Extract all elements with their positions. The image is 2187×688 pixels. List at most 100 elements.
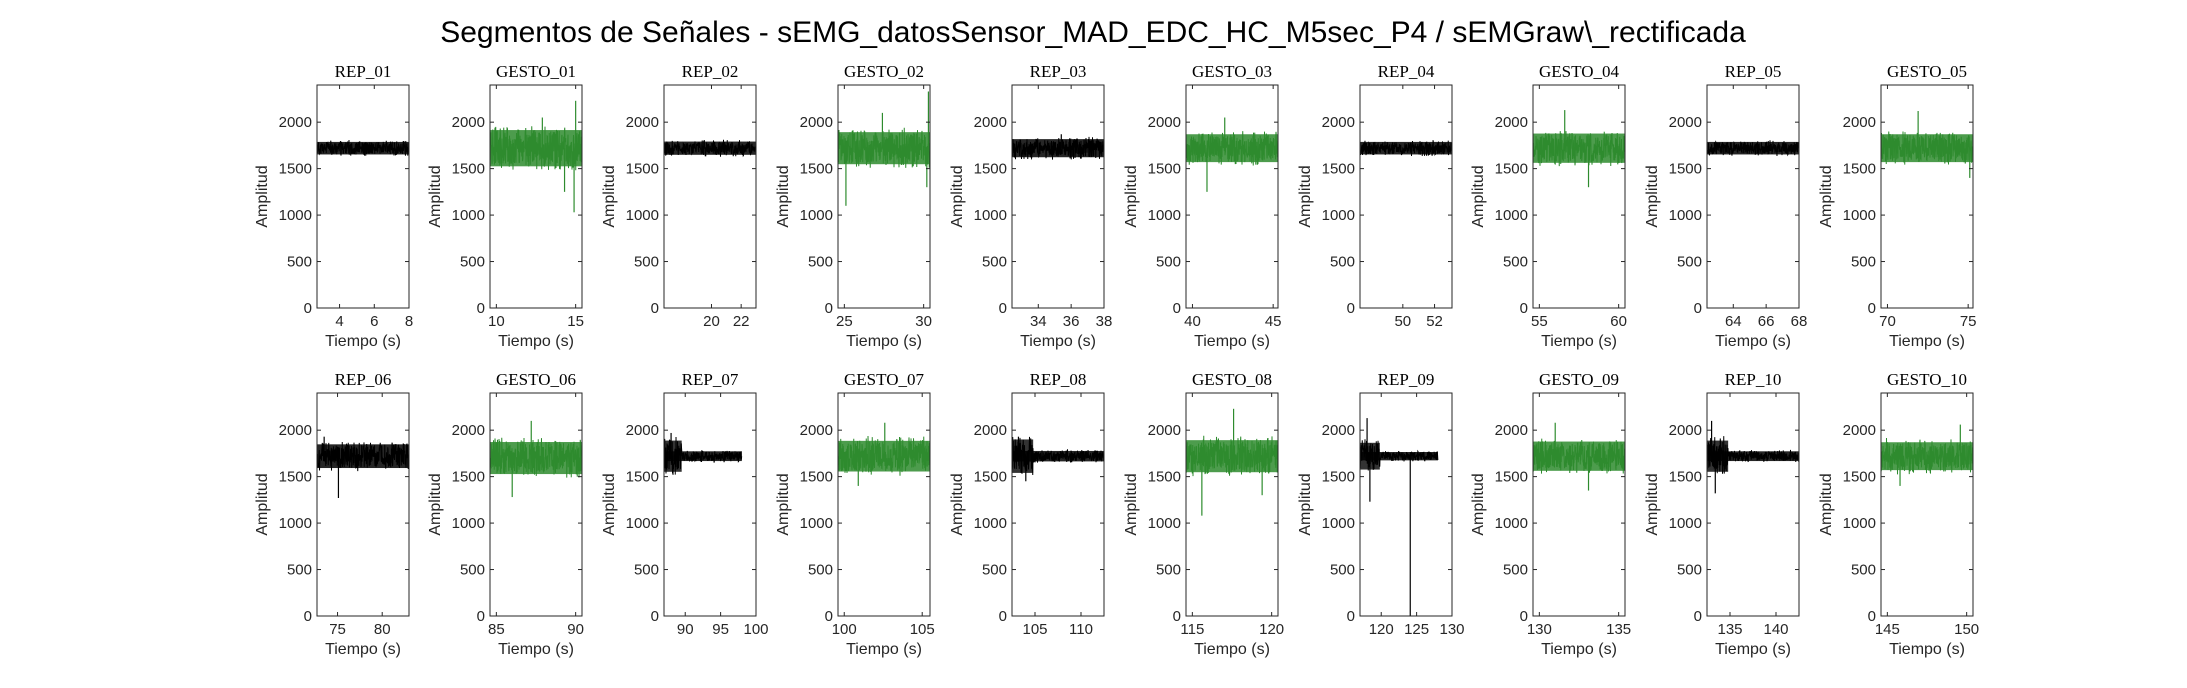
y-tick-label: 2000 — [452, 422, 485, 439]
y-tick-label: 500 — [287, 254, 312, 271]
subplot-title: REP_10 — [1725, 370, 1782, 389]
y-tick-label: 500 — [1851, 562, 1876, 579]
y-tick-label: 1500 — [974, 469, 1007, 486]
axes-box — [1359, 392, 1453, 617]
y-tick-label: 2000 — [1495, 114, 1528, 131]
subplot-rep-10: 0 500 1000 1500 2000 135 140 REP_10 Tiempo (s) Am… — [1644, 370, 1800, 658]
subplot-gesto-03: 0 500 1000 1500 2000 40 45 GESTO_03 Tiempo (s) Am… — [1123, 62, 1282, 350]
y-tick-label: 500 — [1503, 562, 1528, 579]
y-tick-label: 0 — [825, 300, 833, 317]
x-tick-label: 90 — [567, 621, 584, 638]
y-axis-label: Amplitud — [1644, 165, 1661, 227]
signal-band — [317, 141, 409, 155]
y-axis-label: Amplitud — [601, 165, 618, 227]
x-tick-label: 150 — [1954, 621, 1979, 638]
signal-band — [1533, 441, 1625, 471]
y-tick-label: 0 — [1347, 608, 1355, 625]
y-tick-label: 500 — [1330, 562, 1355, 579]
subplot-title: REP_06 — [335, 370, 392, 389]
y-tick-label: 0 — [1173, 608, 1181, 625]
y-tick-label: 1000 — [1495, 207, 1528, 224]
x-axis-label: Tiempo (s) — [1715, 333, 1791, 350]
y-tick-label: 1500 — [1495, 161, 1528, 178]
x-tick-label: 75 — [329, 621, 346, 638]
y-tick-label: 500 — [808, 562, 833, 579]
y-tick-label: 1000 — [1148, 515, 1181, 532]
subplot-rep-01: 0 500 1000 1500 2000 4 6 8 REP_01 Tiempo (s) Ampli… — [254, 62, 413, 350]
y-tick-label: 500 — [1677, 562, 1702, 579]
x-axis-label: Tiempo (s) — [498, 641, 574, 658]
y-tick-label: 1000 — [1669, 207, 1702, 224]
y-tick-label: 500 — [1503, 254, 1528, 271]
y-axis-label: Amplitud — [1470, 165, 1487, 227]
signal-burst — [1707, 440, 1729, 472]
signal-band — [838, 132, 930, 165]
y-tick-label: 2000 — [1843, 422, 1876, 439]
subplot-title: GESTO_10 — [1887, 370, 1967, 389]
y-axis-label: Amplitud — [1818, 165, 1835, 227]
subplot-gesto-05: 0 500 1000 1500 2000 70 75 GESTO_05 Tiempo (s) Am… — [1818, 62, 1977, 350]
y-tick-label: 1000 — [1669, 515, 1702, 532]
y-tick-label: 1500 — [452, 161, 485, 178]
y-tick-label: 1000 — [974, 207, 1007, 224]
subplot-title: REP_02 — [682, 62, 739, 81]
y-tick-label: 1500 — [974, 161, 1007, 178]
y-tick-label: 0 — [999, 300, 1007, 317]
x-axis-label: Tiempo (s) — [1194, 333, 1270, 350]
y-tick-label: 1500 — [1495, 469, 1528, 486]
y-tick-label: 1500 — [626, 469, 659, 486]
axes-box — [663, 84, 757, 309]
axes-box — [1706, 84, 1800, 309]
axes-box — [837, 392, 931, 617]
subplot-gesto-01: 0 500 1000 1500 2000 10 15 GESTO_01 Tiempo (s) Am… — [427, 62, 584, 350]
y-axis-label: Amplitud — [1818, 473, 1835, 535]
y-tick-label: 500 — [1677, 254, 1702, 271]
x-axis-label: Tiempo (s) — [1889, 333, 1965, 350]
signal-band — [1707, 451, 1799, 462]
subplot-title: GESTO_06 — [496, 370, 576, 389]
signal-band — [1533, 133, 1625, 163]
y-axis-label: Amplitud — [775, 165, 792, 227]
subplot-gesto-06: 0 500 1000 1500 2000 85 90 GESTO_06 Tiempo (s) Am… — [427, 370, 584, 658]
x-axis-label: Tiempo (s) — [325, 641, 401, 658]
x-axis-label: Tiempo (s) — [1194, 641, 1270, 658]
x-tick-label: 52 — [1426, 313, 1443, 330]
subplot-rep-05: 0 500 1000 1500 2000 64 66 68 REP_05 Tiempo (s) Am… — [1644, 62, 1807, 350]
y-tick-label: 2000 — [1148, 422, 1181, 439]
y-tick-label: 1000 — [1322, 515, 1355, 532]
y-tick-label: 0 — [477, 300, 485, 317]
y-tick-label: 2000 — [452, 114, 485, 131]
signal-band — [1360, 452, 1438, 461]
subplot-title: GESTO_09 — [1539, 370, 1619, 389]
x-tick-label: 60 — [1610, 313, 1627, 330]
subplot-title: GESTO_02 — [844, 62, 924, 81]
y-tick-label: 500 — [460, 254, 485, 271]
y-tick-label: 0 — [304, 608, 312, 625]
y-tick-label: 1500 — [1322, 161, 1355, 178]
x-tick-label: 140 — [1763, 621, 1788, 638]
y-tick-label: 1500 — [1843, 469, 1876, 486]
x-axis-label: Tiempo (s) — [846, 333, 922, 350]
y-tick-label: 1000 — [452, 515, 485, 532]
axes-box — [1532, 84, 1626, 309]
y-axis-label: Amplitud — [775, 473, 792, 535]
x-tick-label: 8 — [405, 313, 413, 330]
x-tick-label: 38 — [1096, 313, 1113, 330]
x-tick-label: 15 — [567, 313, 584, 330]
y-tick-label: 0 — [1694, 300, 1702, 317]
axes-box — [1532, 392, 1626, 617]
subplot-gesto-10: 0 500 1000 1500 2000 145 150 GESTO_10 Tiempo (s)… — [1818, 370, 1979, 658]
y-tick-label: 500 — [1156, 254, 1181, 271]
axes-box — [316, 392, 410, 617]
signal-band — [664, 451, 742, 462]
y-tick-label: 1000 — [1322, 207, 1355, 224]
y-tick-label: 1000 — [1495, 515, 1528, 532]
axes-box — [1706, 392, 1800, 617]
subplot-title: REP_01 — [335, 62, 392, 81]
x-tick-label: 75 — [1960, 313, 1977, 330]
y-axis-label: Amplitud — [1297, 165, 1314, 227]
signal-band — [1881, 442, 1973, 471]
y-tick-label: 1500 — [452, 469, 485, 486]
y-tick-label: 1500 — [1322, 469, 1355, 486]
